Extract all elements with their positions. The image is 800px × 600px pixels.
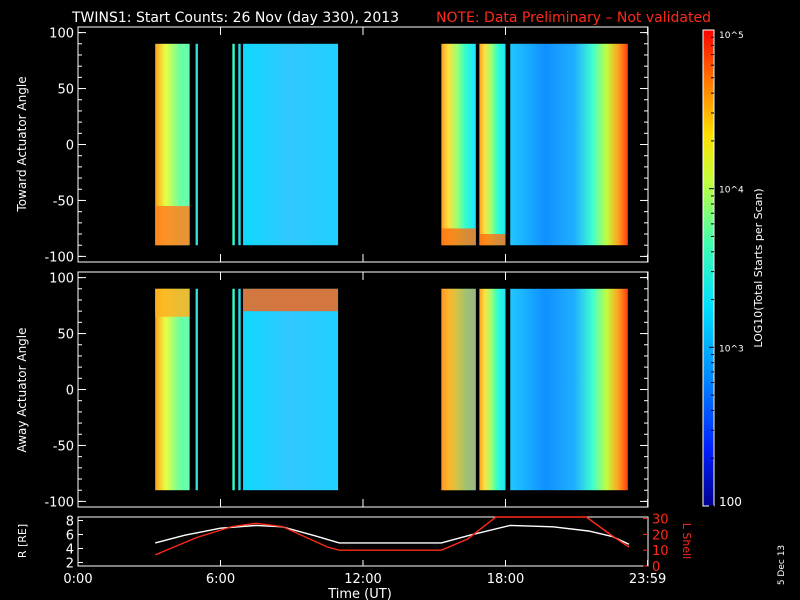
- orbit-ylabel-right: L Shell: [680, 523, 693, 559]
- x-tick-label: 6:00: [206, 572, 235, 587]
- xaxis-label: Time (UT): [327, 587, 392, 600]
- data-block: [232, 288, 235, 491]
- high-count-region: [441, 228, 476, 246]
- colorbar-tick-label: 10^5: [719, 31, 744, 41]
- right-y-tick-label: 20: [652, 528, 669, 543]
- right-y-tick-label: 30: [652, 513, 669, 528]
- high-count-region: [243, 288, 339, 312]
- colorbar-label: LOG10(Total Starts per Scan): [752, 188, 765, 347]
- x-tick-label: 18:00: [487, 572, 524, 587]
- preliminary-note: NOTE: Data Preliminary – Not validated: [436, 10, 711, 26]
- y-tick-label: 100: [49, 272, 74, 287]
- y-tick-label: 0: [66, 139, 74, 154]
- data-block: [155, 288, 190, 491]
- colorbar-tick-label: 10^4: [719, 186, 744, 196]
- x-tick-label: 23:59: [629, 572, 666, 587]
- y-tick-label: 50: [57, 328, 74, 343]
- data-block: [479, 288, 506, 491]
- high-count-region: [441, 288, 476, 491]
- y-tick-label: 100: [49, 27, 74, 42]
- data-block: [243, 43, 339, 246]
- colorbar-ticks: 100 10^3 10^4 10^5: [709, 31, 744, 509]
- y-tick-label: -100: [44, 250, 74, 265]
- y-tick-label: -100: [44, 495, 74, 510]
- data-block: [510, 43, 628, 246]
- high-count-region: [155, 288, 190, 317]
- date-stamp: 5 Dec 13: [777, 545, 787, 585]
- y-tick-label: -50: [53, 194, 74, 209]
- y-tick-label: 0: [66, 384, 74, 399]
- data-block: [510, 288, 628, 491]
- chart-title: TWINS1: Start Counts: 26 Nov (day 330), …: [71, 10, 399, 26]
- right-y-tick-label: 0: [652, 560, 660, 575]
- y-tick-label: 50: [57, 83, 74, 98]
- data-block: [243, 288, 339, 491]
- data-block: [479, 43, 506, 246]
- high-count-region: [155, 206, 190, 246]
- plot-frame: [77, 516, 649, 567]
- left-y-tick-label: 8: [66, 515, 74, 530]
- colorbar-tick-label: 10^3: [719, 344, 744, 354]
- lshell-line: [154, 516, 630, 556]
- left-y-tick-label: 6: [66, 529, 74, 544]
- left-y-tick-label: 4: [66, 543, 74, 558]
- colorbar-tick-label: 100: [719, 495, 742, 509]
- data-block: [232, 43, 235, 246]
- x-tick-label: 12:00: [344, 572, 381, 587]
- data-block: [195, 288, 198, 491]
- data-block: [441, 43, 476, 246]
- data-block: [195, 43, 198, 246]
- y-tick-label: -50: [53, 439, 74, 454]
- toward-panel: -100 -50 0 50 100: [44, 26, 649, 265]
- data-block: [238, 43, 241, 246]
- orbit-ylabel-left: R [RE]: [16, 524, 29, 558]
- high-count-region: [479, 234, 506, 246]
- left-y-tick-label: 2: [66, 557, 74, 572]
- x-tick-label: 0:00: [63, 572, 92, 587]
- data-block: [238, 288, 241, 491]
- toward-ylabel: Toward Actuator Angle: [15, 76, 29, 212]
- colorbar: [702, 29, 715, 507]
- away-panel: -100 -50 0 50 100: [44, 271, 649, 510]
- right-y-tick-label: 10: [652, 544, 669, 559]
- away-ylabel: Away Actuator Angle: [15, 327, 29, 452]
